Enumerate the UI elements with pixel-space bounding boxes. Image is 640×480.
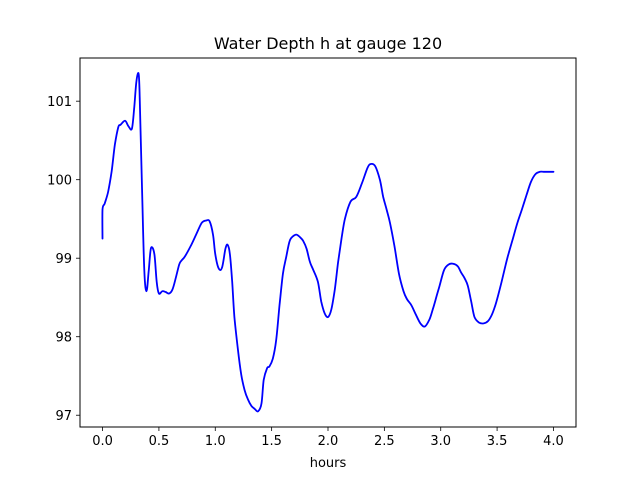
x-tick-label: 3.0 bbox=[430, 434, 451, 449]
x-tick-label: 0.5 bbox=[149, 434, 170, 449]
series-line bbox=[101, 72, 555, 413]
x-tick-label: 2.0 bbox=[318, 434, 339, 449]
chart-title: Water Depth h at gauge 120 bbox=[214, 34, 442, 53]
plot-frame bbox=[79, 57, 577, 428]
x-tick-label: 1.0 bbox=[205, 434, 226, 449]
y-tick-label: 101 bbox=[47, 95, 72, 110]
x-tick-label: 1.5 bbox=[261, 434, 282, 449]
y-tick-label: 97 bbox=[55, 409, 72, 424]
x-tick-label: 4.0 bbox=[543, 434, 564, 449]
y-tick-label: 99 bbox=[55, 252, 72, 267]
x-tick-label: 2.5 bbox=[374, 434, 395, 449]
y-axis-ticks: 97 98 99 100 101 bbox=[47, 95, 80, 424]
x-tick-label: 3.5 bbox=[487, 434, 508, 449]
y-tick-label: 98 bbox=[55, 331, 72, 346]
x-axis-label: hours bbox=[310, 456, 347, 471]
y-tick-label: 100 bbox=[47, 174, 72, 189]
x-tick-label: 0.0 bbox=[92, 434, 113, 449]
x-axis-ticks: 0.0 0.5 1.0 1.5 2.0 2.5 3.0 3.5 4.0 bbox=[92, 427, 564, 449]
